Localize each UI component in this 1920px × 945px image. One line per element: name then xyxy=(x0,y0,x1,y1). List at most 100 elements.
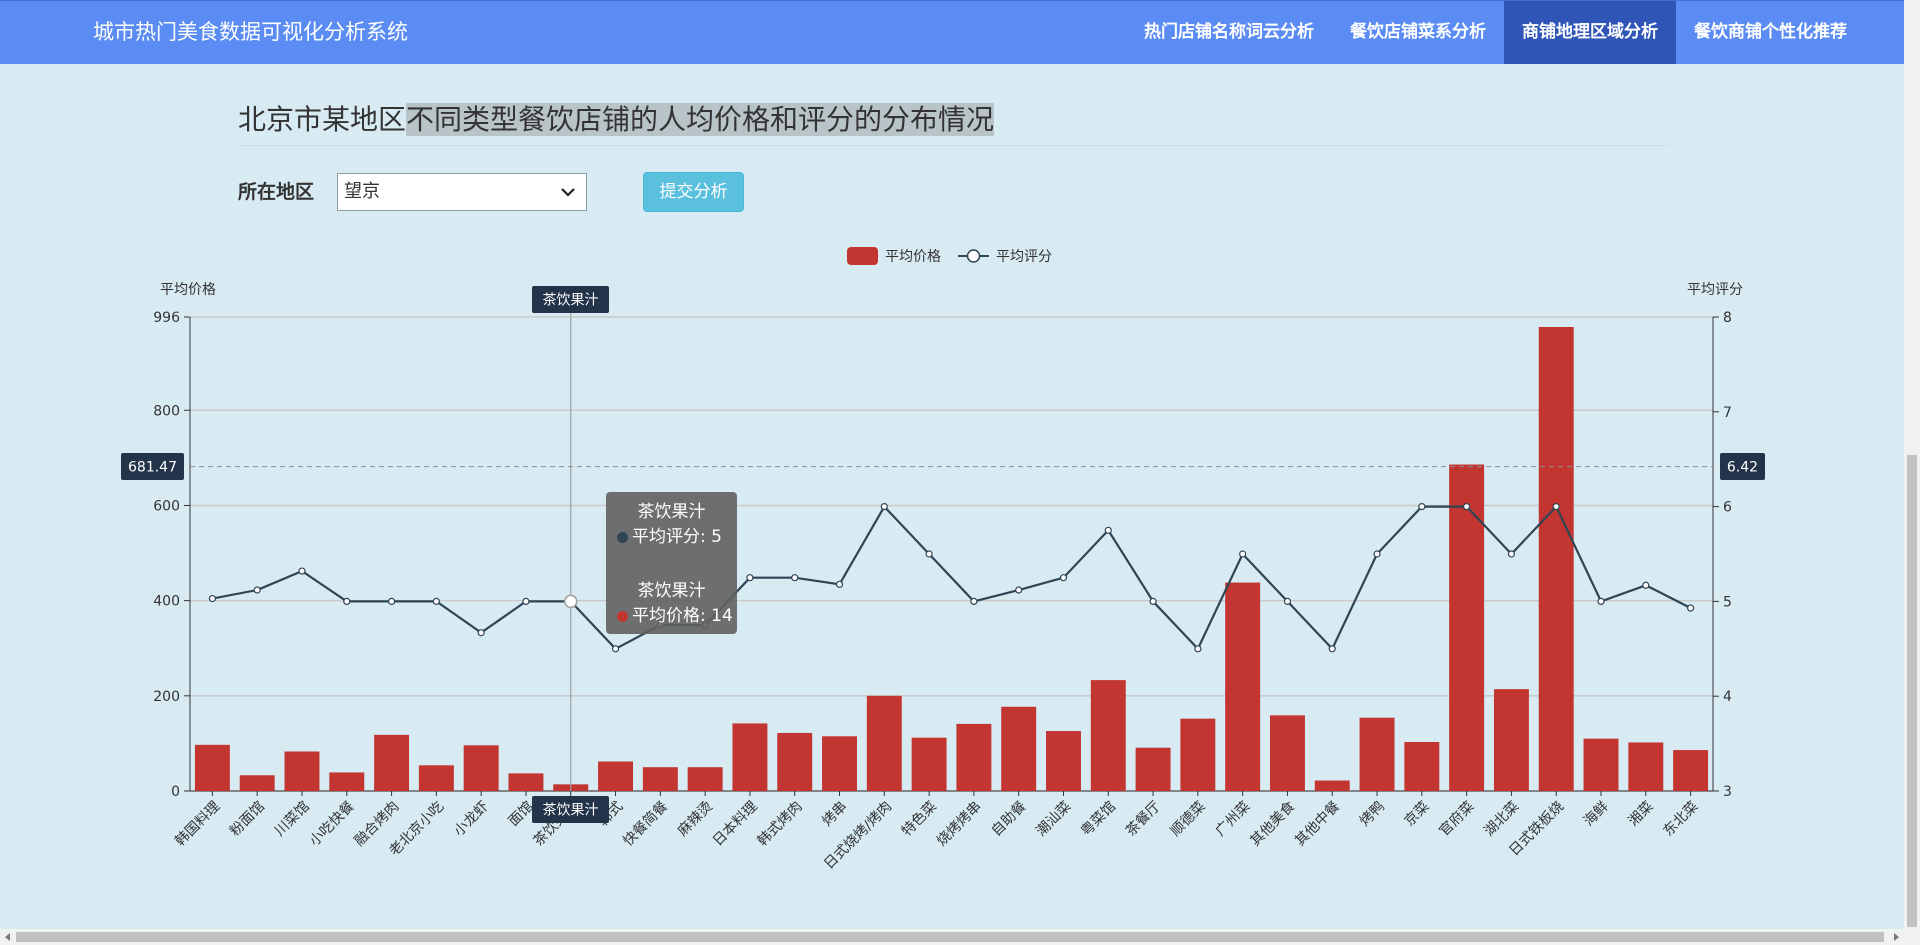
bar xyxy=(822,736,857,791)
bar xyxy=(329,772,365,791)
score-point xyxy=(1597,597,1605,605)
y-left-tick-label: 800 xyxy=(153,403,180,419)
x-tick-label: 京菜 xyxy=(1402,799,1433,830)
score-point xyxy=(1373,550,1381,558)
tooltip-score-line: 平均评分: 5 xyxy=(606,524,737,550)
x-tick-label: 韩国料理 xyxy=(172,799,223,850)
pointer-bottom-label: 茶饮果汁 xyxy=(543,803,599,819)
nav-item-wordcloud[interactable]: 热门店铺名称词云分析 xyxy=(1144,22,1314,42)
y-left-axis-title: 平均价格 xyxy=(160,282,216,298)
submit-analysis-button[interactable]: 提交分析 xyxy=(643,172,744,212)
tooltip-score-block: 茶饮果汁 平均评分: 5 xyxy=(606,500,737,550)
score-point xyxy=(925,550,933,558)
x-tick-label: 小龙虾 xyxy=(451,799,492,840)
y-left-tick-label: 200 xyxy=(153,689,180,705)
chevron-down-icon xyxy=(561,188,575,197)
x-tick-label: 粤菜馆 xyxy=(1078,799,1119,840)
bar xyxy=(1269,715,1305,791)
score-point xyxy=(611,645,620,653)
bar xyxy=(1449,464,1485,791)
tooltip-price-block: 茶饮果汁 平均价格: 14 xyxy=(606,579,737,629)
bar xyxy=(732,723,768,791)
pointer-bottom-label-bg xyxy=(532,796,609,823)
pointer-right-value-bg xyxy=(1720,453,1765,480)
horizontal-scrollbar[interactable] xyxy=(0,929,1904,945)
x-tick-label: 快餐简餐 xyxy=(620,798,672,850)
score-line xyxy=(212,504,1692,651)
bar xyxy=(642,767,678,791)
score-point xyxy=(1149,597,1157,605)
nav-item-recommend[interactable]: 餐饮商铺个性化推荐 xyxy=(1694,22,1847,42)
pointer-right-value: 6.42 xyxy=(1727,460,1758,476)
score-point xyxy=(1015,586,1023,594)
legend-bar-label: 平均价格 xyxy=(885,249,941,265)
x-tick-label: 粉面馆 xyxy=(227,799,268,840)
score-point xyxy=(1104,526,1112,534)
bar xyxy=(194,744,230,791)
score-point xyxy=(835,580,844,588)
bar xyxy=(1673,750,1709,791)
page-title-highlight: 不同类型餐饮店铺的人均价格和评分的分布情况 xyxy=(406,103,995,136)
x-tick-label: 顺德菜 xyxy=(1168,799,1209,840)
region-select[interactable]: 望京 xyxy=(337,173,587,211)
bar xyxy=(1538,326,1574,791)
y-right-tick-label: 4 xyxy=(1723,689,1732,705)
bar xyxy=(1493,689,1529,791)
vertical-scrollbar[interactable] xyxy=(1904,0,1920,945)
score-point xyxy=(1283,597,1292,605)
x-tick-label: 茶餐厅 xyxy=(1123,799,1164,840)
bar xyxy=(463,745,499,791)
x-tick-label: 韩式烤肉 xyxy=(755,799,806,850)
vertical-scrollbar-thumb[interactable] xyxy=(1907,455,1917,927)
y-right-tick-label: 5 xyxy=(1723,594,1732,610)
page-title: 北京市某地区不同类型餐饮店铺的人均价格和评分的分布情况 xyxy=(238,98,995,138)
score-point xyxy=(253,586,261,594)
pointer-left-value-bg xyxy=(121,453,184,480)
app-brand-title[interactable]: 城市热门美食数据可视化分析系统 xyxy=(93,20,408,44)
bar xyxy=(1583,738,1619,791)
x-tick-label: 湖北菜 xyxy=(1481,799,1522,840)
bar xyxy=(508,773,544,791)
x-tick-label: 烤鸭 xyxy=(1357,799,1388,830)
x-tick-label: 烤串 xyxy=(819,799,850,830)
legend-line-label: 平均评分 xyxy=(996,249,1052,265)
y-right-tick-label: 3 xyxy=(1723,784,1732,800)
bar xyxy=(956,723,992,791)
score-point xyxy=(1687,604,1695,612)
score-point xyxy=(1328,645,1336,653)
score-point xyxy=(970,597,978,605)
bar xyxy=(239,775,275,791)
y-left-tick-label: 996 xyxy=(153,310,180,326)
arrow-left-icon[interactable] xyxy=(4,933,12,941)
score-point xyxy=(477,629,485,637)
nav-item-cuisine[interactable]: 餐饮店铺菜系分析 xyxy=(1350,22,1486,42)
x-tick-label: 官府菜 xyxy=(1436,799,1477,840)
region-select-value: 望京 xyxy=(344,181,380,202)
bar xyxy=(1135,747,1171,791)
score-point xyxy=(387,597,396,605)
bar xyxy=(1180,718,1216,791)
y-left-tick-label: 600 xyxy=(153,498,180,514)
x-tick-label: 特色菜 xyxy=(898,798,940,840)
score-point xyxy=(1194,645,1202,653)
y-right-tick-label: 8 xyxy=(1723,310,1732,326)
x-tick-label: 潮汕菜 xyxy=(1033,799,1074,840)
chart-tooltip: 茶饮果汁 平均评分: 5 茶饮果汁 平均价格: 14 xyxy=(606,492,737,634)
score-point xyxy=(1552,503,1560,511)
y-left-tick-label: 0 xyxy=(171,784,180,800)
score-point xyxy=(880,503,888,511)
arrow-right-icon[interactable] xyxy=(1892,933,1900,941)
score-point xyxy=(1463,503,1471,511)
nav-item-region[interactable]: 商铺地理区域分析 xyxy=(1504,1,1676,64)
y-right-tick-label: 7 xyxy=(1723,405,1732,421)
score-point xyxy=(1642,581,1650,589)
x-tick-label: 小吃快餐 xyxy=(307,799,358,850)
score-point xyxy=(298,567,306,575)
series-dot-icon xyxy=(617,532,628,543)
bar xyxy=(1090,680,1126,791)
series-dot-icon xyxy=(617,611,628,622)
horizontal-scrollbar-thumb[interactable] xyxy=(16,932,1884,942)
tooltip-price-line: 平均价格: 14 xyxy=(606,603,737,629)
bar xyxy=(911,737,947,791)
